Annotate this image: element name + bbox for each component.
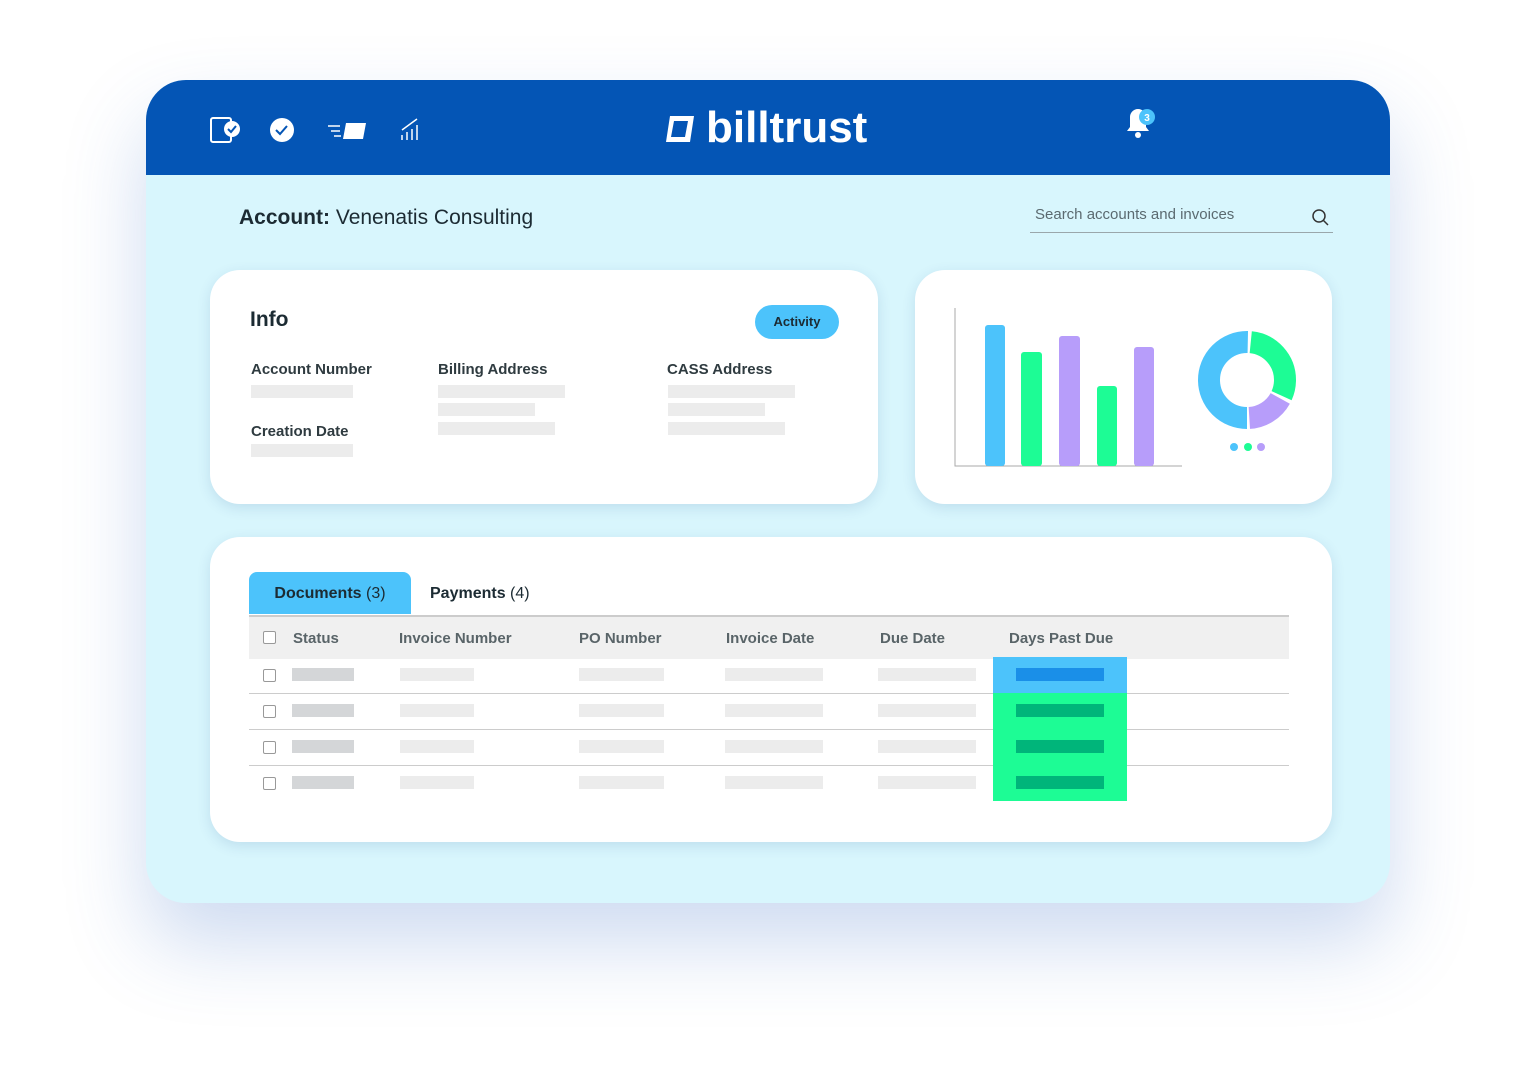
info-title: Info [250,308,289,331]
placeholder [292,740,354,753]
placeholder [292,704,354,717]
days-past-due-bar [1016,704,1104,717]
placeholder [579,668,664,681]
column-header[interactable]: Days Past Due [1009,630,1114,647]
placeholder [878,704,976,717]
placeholder [400,704,474,717]
checkbox[interactable] [263,777,276,790]
placeholder [400,668,474,681]
tab-count: (3) [366,585,386,602]
tab-payments[interactable]: Payments (4) [430,572,530,614]
header-icons: 3 billtrust [210,103,1155,152]
placeholder [878,776,976,789]
placeholder [725,668,823,681]
activity-button[interactable]: Activity [755,305,839,339]
top-bar: 3 billtrust [146,80,1390,175]
column-header[interactable]: Invoice Number [399,630,512,647]
placeholder [579,776,664,789]
tab-count: (4) [510,585,530,602]
search-placeholder: Search accounts and invoices [1035,206,1235,223]
placeholder [668,403,765,416]
mini-chart-illustration [954,308,1296,467]
column-header[interactable]: Invoice Date [726,630,815,647]
checkbox[interactable] [263,669,276,682]
placeholder [292,668,354,681]
tab-label: Payments [430,585,506,602]
placeholder [400,776,474,789]
placeholder [438,385,565,398]
placeholder [725,776,823,789]
placeholder [292,776,354,789]
placeholder [668,385,795,398]
placeholder [579,704,664,717]
account-heading: Account: Venenatis Consulting [239,206,533,230]
check-icon[interactable] [270,118,294,142]
days-past-due-bar [1016,776,1104,789]
placeholder [878,668,976,681]
placeholder [400,740,474,753]
placeholder [725,740,823,753]
field-label: Billing Address [438,361,548,378]
checkbox[interactable] [263,741,276,754]
row-divider [249,729,1289,730]
checkbox[interactable] [263,705,276,718]
placeholder [251,385,353,398]
table-header [249,615,1289,659]
row-divider [249,765,1289,766]
column-header[interactable]: Status [293,630,339,647]
placeholder [725,704,823,717]
account-name: Venenatis Consulting [335,206,534,229]
checkbox[interactable] [263,631,276,644]
payment-icon[interactable] [343,123,366,139]
search-icon[interactable] [1311,208,1329,226]
field-label: Creation Date [251,423,349,440]
placeholder [251,444,353,457]
placeholder [878,740,976,753]
analytics-icon[interactable] [401,118,418,140]
column-header[interactable]: Due Date [880,630,946,647]
field-label: CASS Address [667,361,773,378]
logo: billtrust [706,103,868,152]
placeholder [438,403,535,416]
tab-documents[interactable]: Documents (3) [249,572,411,614]
account-label: Account: [239,206,330,229]
placeholder [668,422,785,435]
days-past-due-bar [1016,740,1104,753]
search-box[interactable]: Search accounts and invoices [1030,204,1333,233]
tab-label: Documents [274,585,362,602]
field-label: Account Number [251,361,372,378]
days-past-due-bar [1016,668,1104,681]
column-header[interactable]: PO Number [579,630,662,647]
chart-card [915,270,1332,504]
placeholder [579,740,664,753]
notification-badge: 3 [1144,113,1150,124]
placeholder [438,422,555,435]
row-divider [249,693,1289,694]
